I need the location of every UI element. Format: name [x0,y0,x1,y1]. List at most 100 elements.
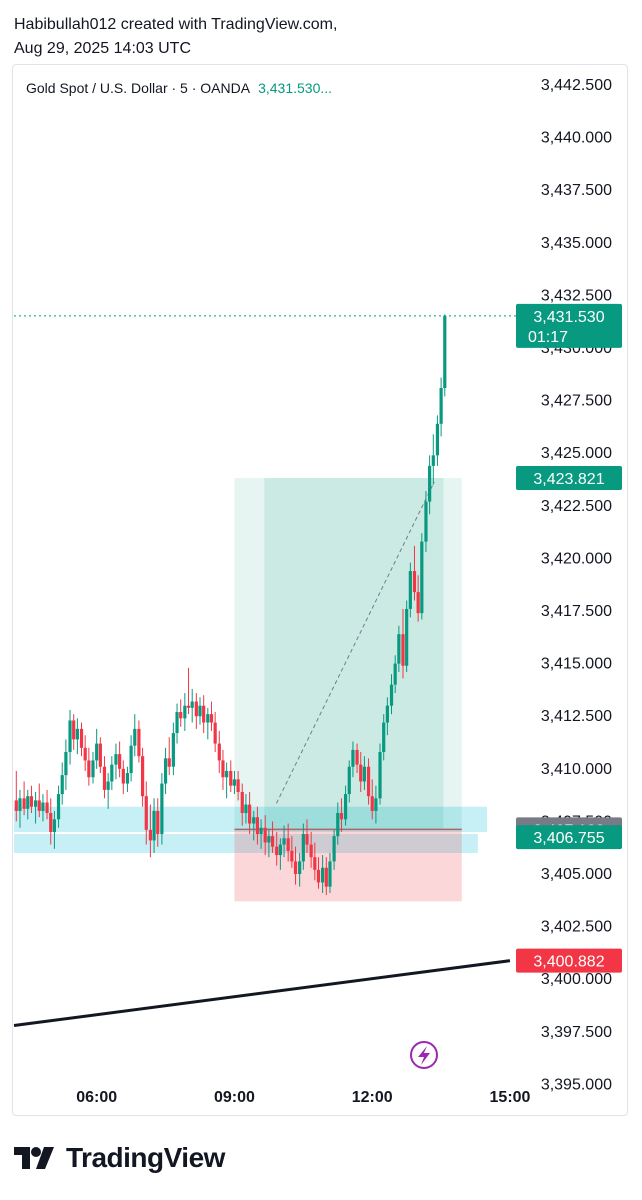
candle-body [118,754,122,769]
candle-body [167,758,171,767]
candle-body [68,720,72,753]
symbol-label: Gold Spot / U.S. Dollar · 5 · OANDA [26,80,251,96]
chart-legend: Gold Spot / U.S. Dollar · 5 · OANDA 3,431… [26,80,332,96]
candle-body [339,813,344,820]
candle-body [324,867,328,887]
candle-body [87,760,91,778]
y-tick-label: 3,410.000 [541,761,612,778]
price-label-box [516,303,622,348]
y-tick-label: 3,437.500 [541,182,612,199]
candle-body [144,796,148,830]
y-tick-label: 3,417.500 [541,603,612,620]
price-label-text: 3,400.882 [533,954,604,971]
candle-body [171,733,175,767]
candle-body [301,834,305,862]
candle-body [22,798,26,809]
candle-body [148,829,152,841]
candle-body [309,844,313,858]
price-label-box [516,466,622,491]
lightning-icon[interactable] [410,1041,438,1069]
last-price-label: 3,431.530... [258,80,333,96]
y-tick-label: 3,400.000 [541,971,612,988]
candle-body [263,827,267,843]
price-label-box [516,825,622,850]
candle-body [343,794,348,820]
candle-body [152,810,156,841]
y-tick-label: 3,432.500 [541,287,612,304]
candle-body [52,819,57,832]
brand-name: TradingView [66,1142,225,1173]
candle-body [183,705,187,719]
y-tick-label: 3,415.000 [541,656,612,673]
candle-body [125,773,130,784]
tradingview-logo-icon [14,1147,54,1169]
candle-body [244,804,248,814]
candle-body [213,722,217,744]
candle-body [83,747,87,761]
price-axis-label: 3,406.755 [516,825,622,850]
price-label-text: 3,431.530 [533,309,604,326]
candle-body [382,722,386,753]
candle-body [393,663,397,685]
candle-body [64,752,68,776]
candle-body [29,796,34,807]
candle-body [355,749,359,765]
profit-fill [264,478,444,830]
candle-body [240,791,244,814]
candle-body [156,810,160,835]
candle-body [95,743,99,761]
candle-body [336,813,340,837]
candle-body [389,684,394,706]
candle-body [75,728,79,740]
candle-body [186,705,191,708]
candle-body [175,712,179,734]
candle-body [121,768,125,784]
candle-body [129,745,133,774]
candle-body [102,766,107,790]
price-axis-label: 3,423.821 [516,466,622,491]
position-path-line [275,481,435,804]
candle-body [14,800,18,811]
y-tick-label: 3,442.500 [541,77,612,94]
candle-body [362,766,367,782]
candle-body [347,766,351,795]
support-zone [14,834,478,853]
candle-body [37,800,41,811]
price-label-text: 3,423.821 [533,471,604,488]
y-tick-label: 3,402.500 [541,919,612,936]
candle-body [420,541,424,614]
candle-body [202,705,206,723]
x-tick-label: 06:00 [76,1089,117,1106]
candle-body [397,634,401,664]
candle-body [378,752,382,799]
candle-body [232,779,237,786]
y-tick-label: 3,427.500 [541,393,612,410]
y-tick-label: 3,420.000 [541,550,612,567]
candle-body [45,802,49,814]
candle-body [163,758,168,784]
candle-body [293,861,298,875]
candle-body [374,798,378,811]
candle-body [259,827,263,835]
candle-body [229,770,233,786]
candle-body [316,869,321,883]
candle-body [270,836,275,847]
price-label-text: 3,406.755 [533,830,604,847]
trendline [13,959,511,1028]
price-axis-label: 3,431.530 01:17 [516,303,622,348]
candle-body [321,867,325,883]
candle-body [332,836,336,862]
candle-body [278,844,282,856]
y-tick-label: 3,405.000 [541,866,612,883]
candle-body [194,701,198,717]
candle-body [359,764,363,782]
candle-body [255,817,260,835]
candle-body [416,592,420,614]
candle-body [328,861,332,887]
candle-body [41,802,45,811]
candle-body [248,804,252,824]
candle-body [221,760,225,778]
candle-body [60,775,64,795]
candle-body [160,783,164,835]
